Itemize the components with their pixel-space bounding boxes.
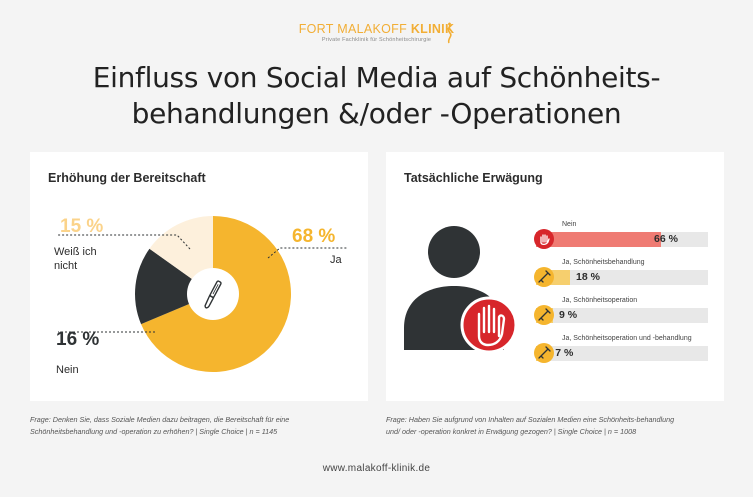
bar-label-op-und-behandlung: Ja, Schönheitsoperation und -behandlung (562, 335, 692, 342)
consideration-chart-card: Tatsächliche Erwägung Nein 66 % Ja, Schönh… (386, 152, 724, 401)
readiness-chart-card: Erhöhung der Bereitschaft 68 % Ja 15 % W… (30, 152, 368, 401)
consideration-chart-title: Tatsächliche Erwägung (404, 171, 543, 185)
bar-value-op-und-behandlung: 7 % (555, 347, 574, 359)
consideration-footnote-line2: und/ oder -operation konkret in Erwägung… (386, 427, 637, 436)
bar-value-nein: 66 % (654, 233, 678, 245)
logo-tagline: Private Fachklinik für Schönheitschirurg… (321, 37, 432, 43)
bar-fill-nein (536, 232, 661, 247)
category-label-weiss-line2: nicht (54, 260, 78, 272)
readiness-footnote-line1: Frage: Denken Sie, dass Soziale Medien d… (30, 415, 290, 424)
bar-label-nein: Nein (562, 221, 577, 228)
website-link[interactable]: www.malakoff-klinik.de (322, 463, 431, 474)
scalpel-icon (204, 280, 222, 309)
readiness-footnote-line2: Schönheitsbehandlung und -operation zu e… (30, 427, 278, 436)
person-head (428, 226, 480, 278)
logo-brand-light: FORT MALAKOFF (298, 22, 408, 36)
bar-track-operation (536, 308, 708, 323)
value-label-weiss-nicht: 15 % (60, 216, 104, 237)
value-label-nein: 16 % (56, 329, 100, 350)
syringe-icon-op-und-behandlung (534, 343, 554, 363)
person-stop-illustration (404, 226, 518, 354)
readiness-donut-chart (58, 216, 348, 372)
logo-brand-bold: KLINIK (410, 22, 455, 36)
logo-swirl-icon (447, 22, 452, 44)
leader-line-ja (267, 247, 348, 259)
category-label-ja: Ja (330, 254, 342, 266)
readiness-footnote: Frage: Denken Sie, dass Soziale Medien d… (30, 414, 289, 438)
consideration-footnote-line1: Frage: Haben Sie aufgrund von Inhalten a… (386, 415, 675, 424)
bar-track-op-und-behandlung (536, 346, 708, 361)
consideration-footnote: Frage: Haben Sie aufgrund von Inhalten a… (386, 414, 674, 438)
syringe-icon-behandlung (534, 267, 554, 287)
clinic-logo: FORT MALAKOFF KLINIK Private Fachklinik … (0, 22, 753, 43)
bar-label-operation: Ja, Schönheitsoperation (562, 297, 638, 304)
page-title: Einfluss von Social Media auf Schönheits… (0, 60, 753, 132)
logo-wordmark: FORT MALAKOFF KLINIK (0, 22, 753, 36)
category-label-weiss-nicht: Weiß ich nicht (54, 245, 97, 273)
category-label-weiss-line1: Weiß ich (54, 246, 97, 258)
bar-track-behandlung (536, 270, 708, 285)
readiness-chart-title: Erhöhung der Bereitschaft (48, 171, 206, 185)
title-line-1: Einfluss von Social Media auf Schönheits… (92, 61, 661, 94)
stop-hand-small-icon (534, 229, 554, 249)
bar-value-operation: 9 % (559, 309, 578, 321)
title-line-2: behandlungen &/oder -Operationen (131, 97, 622, 130)
donut-segment-nein (135, 248, 213, 325)
stop-hand-icon (477, 304, 506, 347)
value-label-ja: 68 % (292, 226, 336, 247)
bar-value-behandlung: 18 % (576, 271, 600, 283)
category-label-nein: Nein (56, 364, 79, 376)
bar-label-behandlung: Ja, Schönheitsbehandlung (562, 259, 645, 266)
syringe-icon-operation (534, 305, 554, 325)
